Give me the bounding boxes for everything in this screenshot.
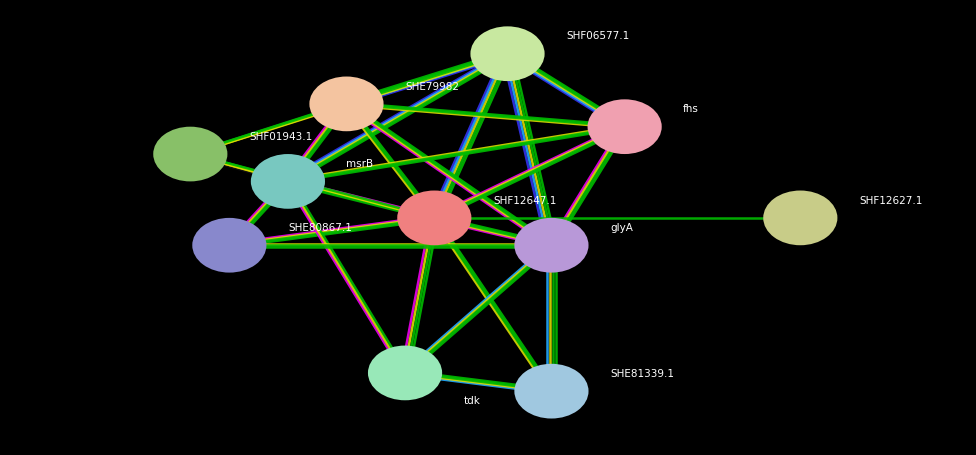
Ellipse shape [368,346,442,400]
Ellipse shape [763,191,837,246]
Ellipse shape [309,77,384,132]
Text: glyA: glyA [610,222,632,233]
Ellipse shape [397,191,471,246]
Text: fhs: fhs [683,104,699,114]
Text: SHE80867.1: SHE80867.1 [288,222,351,233]
Ellipse shape [251,155,325,209]
Ellipse shape [514,218,589,273]
Text: tdk: tdk [464,395,480,405]
Text: msrB: msrB [346,159,374,169]
Text: SHE81339.1: SHE81339.1 [610,368,674,378]
Text: SHF12627.1: SHF12627.1 [859,195,922,205]
Ellipse shape [192,218,266,273]
Text: SHF12647.1: SHF12647.1 [493,195,556,205]
Text: SHF01943.1: SHF01943.1 [249,131,312,142]
Ellipse shape [470,27,545,82]
Text: SHE79982: SHE79982 [405,81,459,91]
Text: SHF06577.1: SHF06577.1 [566,31,630,41]
Ellipse shape [588,100,662,155]
Ellipse shape [514,364,589,419]
Ellipse shape [153,127,227,182]
